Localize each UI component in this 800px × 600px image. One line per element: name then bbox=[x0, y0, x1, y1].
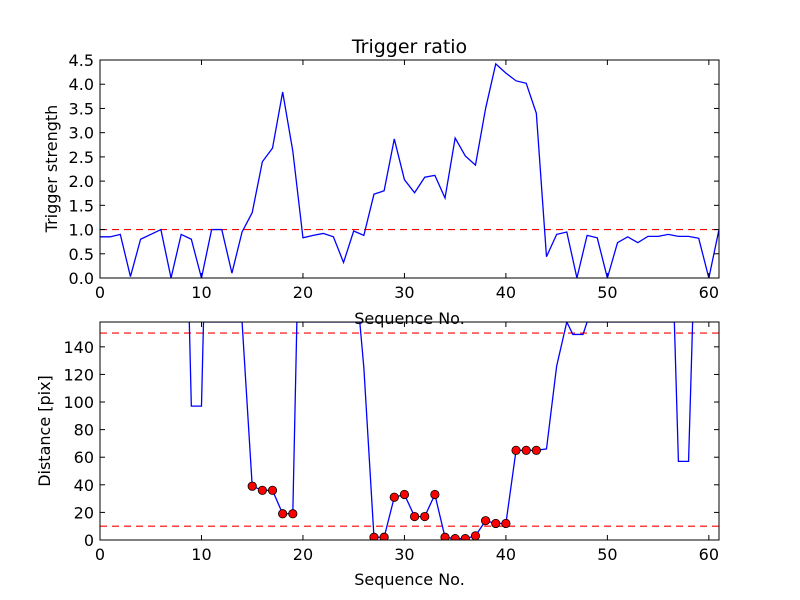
data-point bbox=[369, 532, 379, 540]
data-point bbox=[288, 509, 298, 519]
x-tick-label: 30 bbox=[394, 545, 414, 564]
series-line bbox=[100, 62, 719, 278]
y-tick-label: 3.0 bbox=[69, 124, 94, 143]
y-tick-label: 1.5 bbox=[69, 196, 94, 215]
plot-content bbox=[100, 62, 719, 278]
plot-frame bbox=[99, 59, 720, 279]
y-tick-label: 1.0 bbox=[69, 221, 94, 240]
y-tick-label: 140 bbox=[63, 338, 94, 357]
data-point bbox=[460, 534, 470, 540]
x-tick-label: 60 bbox=[699, 283, 719, 302]
y-tick-label: 0.5 bbox=[69, 245, 94, 264]
y-tick-label: 4.0 bbox=[69, 75, 94, 94]
data-point bbox=[440, 532, 450, 540]
data-point bbox=[257, 485, 267, 495]
y-tick-label: 4.5 bbox=[69, 51, 94, 70]
data-point bbox=[450, 534, 460, 540]
plot-frame bbox=[99, 321, 720, 541]
data-point bbox=[247, 481, 257, 491]
data-point bbox=[481, 516, 491, 526]
data-point bbox=[389, 492, 399, 502]
plot-content bbox=[100, 322, 719, 540]
y-tick-label: 0 bbox=[84, 531, 94, 550]
data-point bbox=[420, 511, 430, 522]
plot-area: 0 10 20 30 40 50 60 0.0 0.5 1.0 1.5 2.0 2.5 3.0 3.5 4.0… bbox=[69, 51, 720, 302]
plot-area: 0 10 20 30 40 50 60 0 20 40 60 80 100 120 140 bbox=[63, 321, 720, 564]
y-axis-label: Distance [pix] bbox=[35, 375, 54, 487]
x-tick-label: 60 bbox=[699, 545, 719, 564]
y-tick-label: 40 bbox=[74, 476, 94, 495]
y-axis-label: Trigger strength bbox=[42, 105, 61, 234]
data-point bbox=[531, 445, 541, 455]
data-point bbox=[399, 489, 410, 500]
x-tick-label: 30 bbox=[394, 283, 414, 302]
chart-title: Trigger ratio bbox=[351, 36, 467, 58]
x-tick-label: 10 bbox=[191, 545, 211, 564]
data-point bbox=[379, 532, 389, 540]
data-point bbox=[491, 518, 501, 529]
data-point bbox=[278, 509, 288, 519]
x-axis-label: Sequence No. bbox=[354, 570, 465, 589]
y-tick-label: 0.0 bbox=[69, 269, 94, 288]
y-tick-label: 80 bbox=[74, 421, 94, 440]
x-tick-label: 20 bbox=[293, 283, 313, 302]
y-tick-label: 2.5 bbox=[69, 148, 94, 167]
y-tick-label: 100 bbox=[63, 393, 94, 412]
distance-chart: 0 10 20 30 40 50 60 0 20 40 60 80 100 120 140 Sequence… bbox=[35, 321, 720, 589]
trigger-ratio-chart: Trigger ratio 0 10 20 30 40 50 60 0.0 0.5 1.0 1.5 2… bbox=[42, 36, 720, 328]
x-tick-label: 40 bbox=[496, 283, 516, 302]
x-axis-label: Sequence No. bbox=[354, 309, 465, 328]
x-tick-label: 50 bbox=[597, 545, 617, 564]
y-tick-label: 3.5 bbox=[69, 99, 94, 118]
x-tick-label: 50 bbox=[597, 283, 617, 302]
x-tick-label: 0 bbox=[95, 545, 105, 564]
data-point bbox=[409, 511, 420, 522]
y-tick-label: 120 bbox=[63, 365, 94, 384]
x-tick-label: 0 bbox=[95, 283, 105, 302]
x-tick-label: 10 bbox=[191, 283, 211, 302]
data-point bbox=[267, 485, 278, 495]
y-tick-label: 20 bbox=[74, 503, 94, 522]
x-tick-label: 40 bbox=[496, 545, 516, 564]
data-point bbox=[521, 445, 531, 455]
data-point bbox=[470, 531, 481, 540]
data-point bbox=[511, 445, 521, 455]
x-tick-label: 20 bbox=[293, 545, 313, 564]
y-tick-label: 60 bbox=[74, 448, 94, 467]
y-tick-label: 2.0 bbox=[69, 172, 94, 191]
data-point bbox=[501, 518, 511, 529]
data-point bbox=[430, 489, 440, 500]
